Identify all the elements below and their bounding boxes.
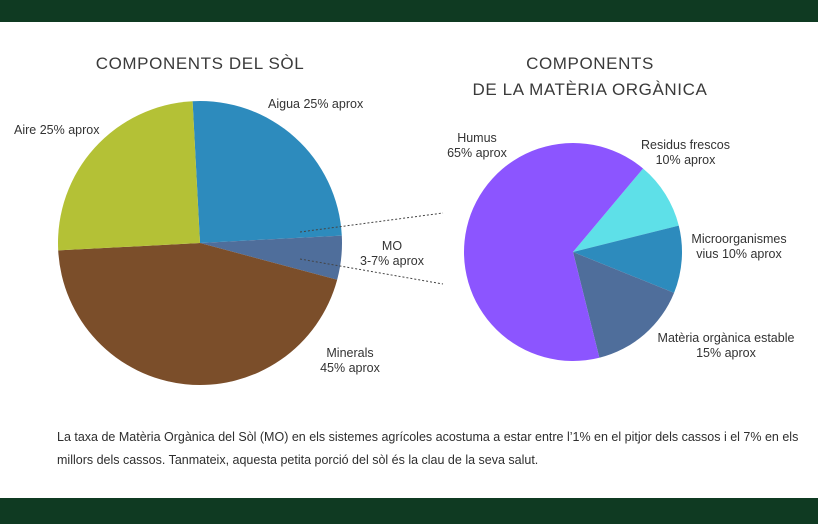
organic-slice-residus-frescos (573, 168, 679, 252)
slice-label-residus-frescos: Residus frescos 10% aprox (641, 138, 730, 167)
organic-slice-mat-ria-org-nica-estable (573, 252, 675, 358)
organic-slice-microorganismes-vius (573, 225, 682, 293)
connector-line-top (299, 212, 444, 233)
slice-label-aire: Aire 25% aprox (14, 123, 100, 137)
slice-label-microorganismes: Microorganismes vius 10% aprox (691, 232, 787, 261)
organic-slice-humus (464, 143, 644, 361)
caption-text: La taxa de Matèria Orgànica del Sòl (MO)… (57, 430, 799, 467)
soil-slice-aire (58, 101, 200, 251)
soil-slice-mo (200, 235, 343, 280)
chart-title-organic-matter-line: COMPONENTS DE LA MATÈRIA ORGÀNICA (472, 54, 708, 99)
slice-label-humus: Humus 65% aprox (447, 131, 507, 160)
soil-slice-minerals (58, 243, 338, 386)
connector-line-bottom (299, 258, 444, 285)
slice-label-aigua: Aigua 25% aprox (268, 97, 364, 111)
chart-title-organic-matter: COMPONENTS DE LA MATÈRIA ORGÀNICA (440, 51, 740, 103)
slice-label-minerals: Minerals 45% aprox (320, 346, 380, 375)
bottom-band (0, 498, 818, 524)
slice-label-mo: MO 3-7% aprox (360, 239, 424, 268)
slice-label-materia-estable: Matèria orgànica estable 15% aprox (657, 331, 795, 360)
chart-title-soil: COMPONENTS DEL SÒL (95, 54, 305, 73)
top-band (0, 0, 818, 22)
soil-slice-aigua (192, 101, 342, 243)
